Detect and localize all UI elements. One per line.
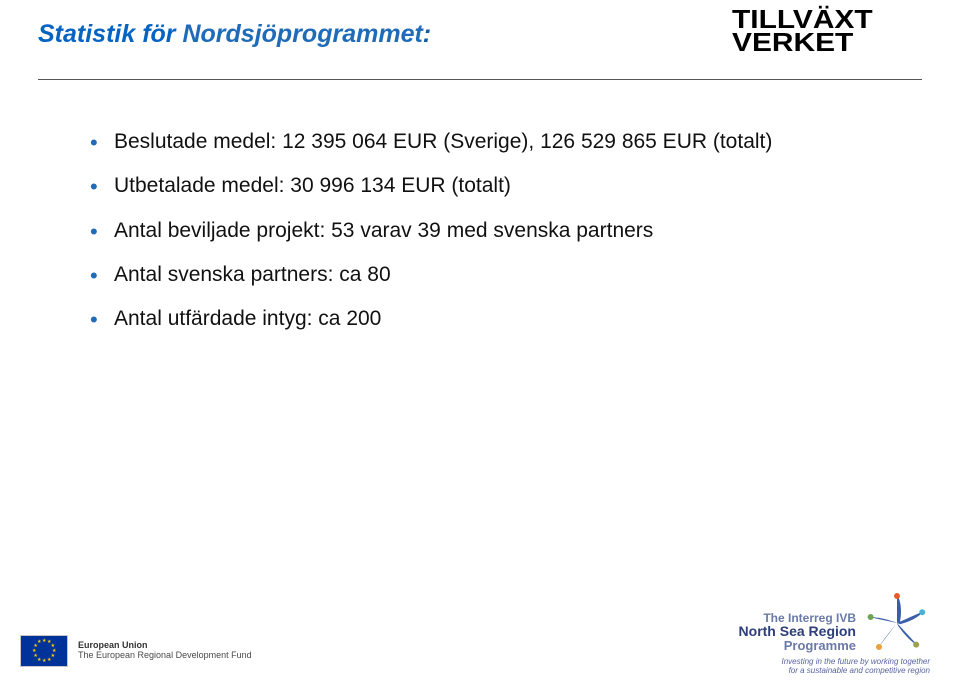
bullet-text: Utbetalade medel: 30 996 134 EUR (totalt…: [114, 174, 511, 197]
footer-right: The Interreg IVB North Sea Region Progra…: [670, 593, 930, 675]
nsr-line3: Programme: [739, 639, 856, 653]
title-colon: :: [423, 20, 431, 48]
bullet-list: Beslutade medel: 12 395 064 EUR (Sverige…: [50, 128, 910, 350]
list-item: Beslutade medel: 12 395 064 EUR (Sverige…: [90, 128, 910, 156]
nsr-tag1: Investing in the future by working toget…: [670, 657, 930, 666]
bullet-text: Antal beviljade projekt: 53 varav 39 med…: [114, 219, 653, 242]
list-item: Utbetalade medel: 30 996 134 EUR (totalt…: [90, 172, 910, 200]
eu-text: European Union The European Regional Dev…: [78, 641, 252, 661]
bullet-text: Beslutade medel: 12 395 064 EUR (Sverige…: [114, 130, 772, 153]
list-item: Antal svenska partners: ca 80: [90, 261, 910, 289]
title-divider: [38, 79, 922, 80]
title-part-b: Nordsjöprogrammet: [182, 20, 422, 48]
logo-tillvaxtverket: TILLVÄXT VERKET: [732, 8, 902, 55]
footer-left: ★ ★ ★ ★ ★ ★ ★ ★ ★ ★ ★ ★ European Union T…: [20, 635, 252, 667]
nsr-text: The Interreg IVB North Sea Region Progra…: [739, 612, 856, 653]
nsr-tagline: Investing in the future by working toget…: [670, 657, 930, 675]
list-item: Antal utfärdade intyg: ca 200: [90, 305, 910, 333]
eu-line2: The European Regional Development Fund: [78, 651, 252, 661]
logo-tv-line2: VERKET: [732, 31, 853, 54]
nsr-logo: The Interreg IVB North Sea Region Progra…: [670, 593, 930, 653]
nsr-line2: North Sea Region: [739, 624, 856, 639]
page-title: Statistik för Nordsjöprogrammet:: [38, 20, 431, 49]
bullet-text: Antal svenska partners: ca 80: [114, 263, 391, 286]
nsr-tag2: for a sustainable and competitive region: [670, 666, 930, 675]
eu-flag-icon: ★ ★ ★ ★ ★ ★ ★ ★ ★ ★ ★ ★: [20, 635, 68, 667]
title-part-a: Statistik för: [38, 20, 176, 48]
bullet-text: Antal utfärdade intyg: ca 200: [114, 307, 381, 330]
list-item: Antal beviljade projekt: 53 varav 39 med…: [90, 217, 910, 245]
starfish-icon: [864, 593, 930, 653]
